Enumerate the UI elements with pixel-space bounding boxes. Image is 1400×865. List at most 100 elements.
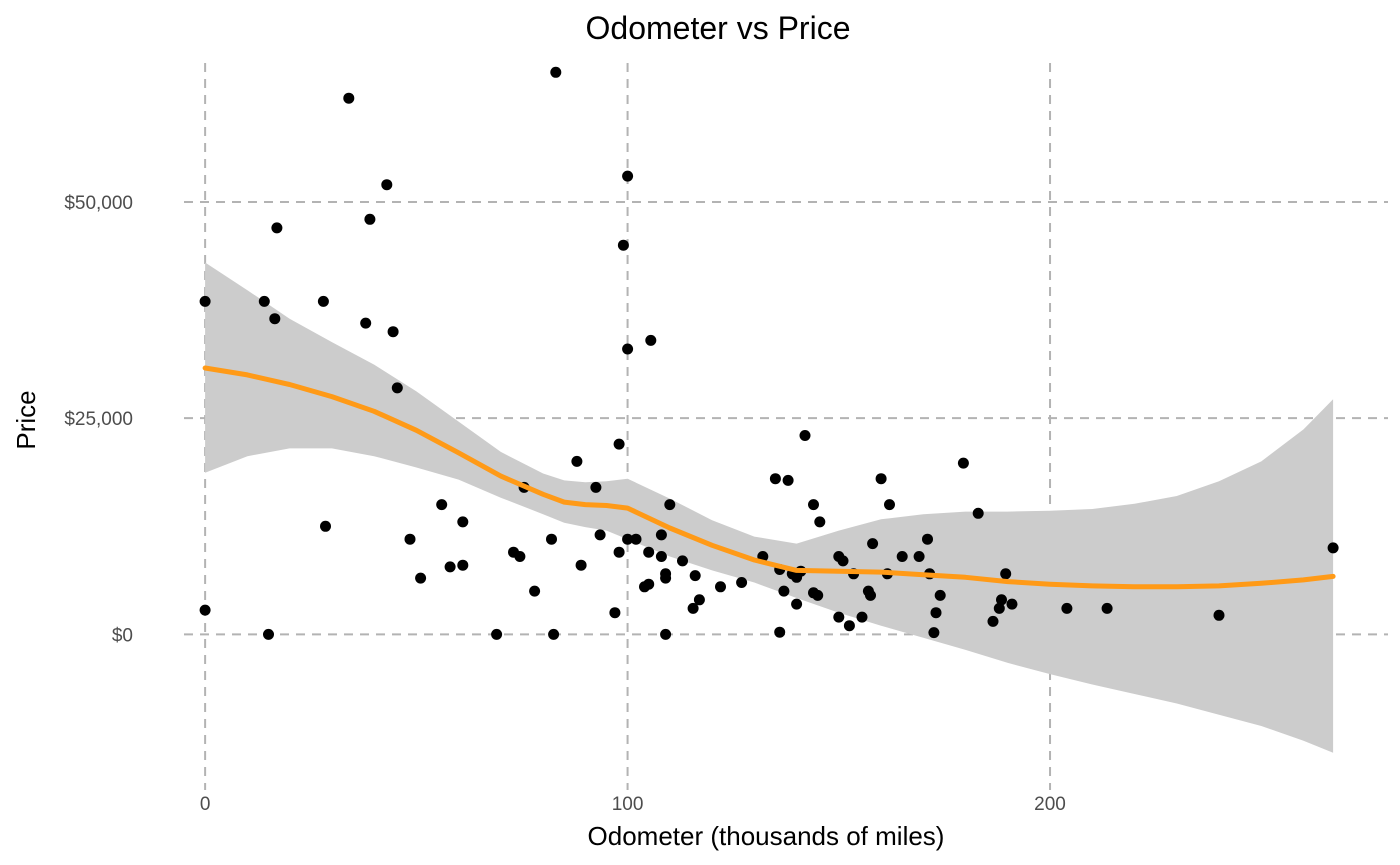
data-point	[769, 473, 781, 485]
data-point	[404, 533, 416, 545]
data-point	[782, 474, 794, 486]
confidence-band	[205, 262, 1334, 753]
data-point	[799, 430, 811, 441]
data-point	[934, 589, 946, 601]
data-point	[972, 507, 984, 519]
data-point	[1000, 568, 1012, 580]
data-point	[550, 66, 562, 78]
data-point	[867, 538, 879, 550]
data-point	[645, 334, 657, 346]
data-point	[613, 438, 625, 450]
x-tick-label: 200	[1034, 794, 1066, 815]
y-tick-label: $25,000	[64, 409, 133, 430]
data-point	[808, 499, 819, 511]
y-tick-label: $50,000	[64, 193, 133, 214]
data-point	[896, 551, 908, 562]
data-point	[457, 516, 469, 528]
data-point	[491, 628, 503, 640]
data-point	[913, 551, 925, 562]
chart-title: Odometer vs Price	[586, 10, 851, 46]
data-point	[199, 604, 211, 616]
x-axis-title: Odometer (thousands of miles)	[588, 821, 945, 851]
data-point	[693, 594, 705, 606]
data-point	[996, 594, 1007, 606]
y-axis-title: Price	[11, 390, 41, 449]
data-point	[715, 581, 726, 593]
data-point	[687, 602, 699, 614]
data-point	[677, 555, 688, 567]
data-point	[655, 551, 667, 562]
data-point	[343, 92, 355, 104]
data-point	[837, 555, 849, 567]
data-point	[791, 598, 803, 610]
y-tick-labels: $0 $25,000 $50,000	[64, 193, 133, 646]
data-point	[320, 520, 331, 532]
data-point	[269, 313, 281, 325]
data-point	[812, 589, 824, 601]
data-point	[360, 317, 372, 329]
data-point	[622, 343, 634, 355]
data-point	[381, 179, 393, 191]
data-point	[875, 473, 887, 485]
data-point	[814, 516, 826, 528]
data-point	[613, 546, 625, 558]
x-tick-label: 100	[612, 794, 644, 815]
data-point	[317, 295, 329, 307]
data-point	[622, 170, 634, 182]
data-point	[263, 628, 274, 640]
data-point	[258, 295, 270, 307]
data-point	[655, 529, 667, 541]
data-point	[930, 607, 942, 619]
smooth-trend-line	[202, 365, 1336, 590]
data-point	[364, 213, 376, 225]
data-point	[884, 499, 895, 511]
data-point	[1061, 602, 1073, 614]
data-point	[529, 585, 541, 597]
data-point	[630, 533, 642, 545]
data-point	[993, 602, 1005, 614]
y-tick-label: $0	[112, 625, 133, 646]
data-point	[1327, 542, 1339, 554]
data-point	[457, 559, 469, 571]
data-point	[833, 611, 845, 623]
data-point	[590, 481, 602, 493]
data-point	[865, 589, 876, 601]
data-point	[609, 607, 621, 619]
data-point	[643, 546, 655, 558]
data-point	[957, 457, 969, 469]
x-tick-label: 0	[200, 794, 211, 815]
data-point	[843, 620, 855, 632]
data-point	[1006, 598, 1018, 610]
data-point	[778, 585, 790, 597]
data-point	[199, 295, 211, 307]
data-point	[548, 628, 560, 640]
data-point	[987, 615, 999, 627]
data-point	[774, 626, 786, 638]
data-point	[922, 533, 933, 545]
data-point	[689, 570, 701, 582]
data-point	[271, 222, 283, 234]
data-point	[546, 533, 557, 545]
x-tick-labels: 0 100 200	[200, 794, 1066, 815]
data-point	[575, 559, 587, 571]
data-point	[594, 529, 606, 541]
data-point	[514, 551, 526, 562]
data-point	[856, 611, 868, 623]
data-point	[387, 326, 399, 338]
data-point	[660, 568, 672, 580]
data-point	[664, 499, 676, 511]
data-point	[444, 561, 456, 573]
data-point	[643, 578, 655, 590]
data-point	[571, 455, 583, 467]
data-point	[415, 572, 427, 584]
data-point	[928, 627, 940, 639]
data-point	[1101, 602, 1113, 614]
data-point	[660, 628, 672, 640]
data-points	[199, 66, 1339, 640]
data-point	[622, 533, 634, 545]
data-point	[736, 577, 748, 588]
data-point	[617, 239, 629, 251]
data-point	[391, 382, 403, 394]
data-point	[436, 499, 448, 511]
